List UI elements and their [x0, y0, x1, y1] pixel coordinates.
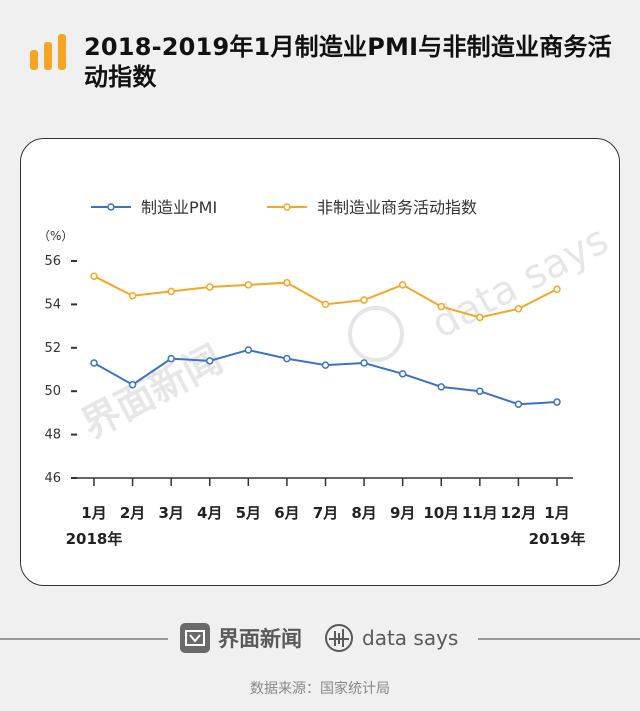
x-tick-label: 10月 — [423, 504, 459, 522]
data-point — [398, 370, 407, 378]
jiemian-logo-icon — [180, 623, 210, 653]
footer-divider-right — [478, 638, 640, 640]
x-tick-label: 1月 — [81, 504, 106, 522]
data-point — [90, 359, 98, 367]
data-point — [553, 398, 561, 406]
y-tick-label: 54 — [44, 297, 61, 312]
data-point — [206, 283, 214, 291]
data-point — [437, 302, 445, 311]
x-year-label: 2019年 — [529, 530, 586, 548]
line-chart: 界面新闻 data says 制造业PMI 非制造业商务活动指数 （%） 46 48 50 52… — [38, 198, 616, 548]
legend-marker-1 — [283, 203, 291, 211]
data-point — [514, 304, 523, 313]
data-point — [206, 357, 214, 365]
legend-marker-0 — [107, 203, 115, 211]
bar-chart-icon — [30, 34, 66, 70]
data-source: 数据来源：国家统计局 — [250, 681, 390, 697]
page-title: 2018-2019年1月制造业PMI与非制造业商务活动指数 — [84, 33, 612, 91]
data-point — [360, 359, 368, 367]
data-point — [283, 278, 291, 287]
x-tick-label: 12月 — [500, 504, 536, 522]
y-tick-label: 50 — [44, 384, 61, 399]
watermark-data-says-icon — [348, 306, 404, 362]
data-point — [167, 287, 175, 296]
data-point — [321, 300, 330, 309]
y-tick-label: 52 — [44, 341, 61, 356]
x-tick-label: 11月 — [462, 504, 498, 522]
footer-brand: 界面新闻 data says — [180, 620, 458, 656]
data-point — [360, 296, 368, 304]
legend-label-0: 制造业PMI — [141, 198, 217, 217]
brand-data-says: data says — [362, 626, 459, 650]
x-tick-label: 5月 — [236, 504, 261, 522]
data-point — [128, 291, 137, 300]
x-tick-label: 2月 — [120, 504, 145, 522]
data-point — [167, 354, 175, 363]
data-point — [514, 400, 523, 408]
data-says-logo-icon — [325, 624, 353, 652]
data-point — [128, 380, 137, 389]
data-point — [90, 272, 98, 280]
footer-divider-left — [0, 638, 168, 640]
header: 2018-2019年1月制造业PMI与非制造业商务活动指数 — [28, 28, 628, 98]
x-tick-label: 1月 — [544, 504, 569, 522]
x-tick-label: 9月 — [390, 504, 415, 522]
legend-label-1: 非制造业商务活动指数 — [317, 198, 477, 217]
y-tick-label: 56 — [44, 254, 61, 269]
data-point — [244, 281, 253, 289]
x-tick-label: 4月 — [197, 504, 222, 522]
data-point — [244, 346, 253, 354]
x-tick-label: 8月 — [351, 504, 376, 522]
y-axis-label: （%） — [38, 229, 73, 243]
data-point — [476, 313, 484, 322]
x-tick-label: 7月 — [313, 504, 338, 522]
y-tick-label: 46 — [44, 471, 61, 486]
x-year-label: 2018年 — [66, 530, 123, 548]
watermark-text-left: 界面新闻 — [75, 337, 230, 447]
y-tick-label: 48 — [44, 428, 61, 443]
data-point — [283, 354, 291, 363]
watermark: 界面新闻 data says — [75, 217, 616, 447]
data-point — [398, 281, 407, 289]
data-point — [437, 383, 445, 391]
data-point — [553, 285, 561, 293]
chart-card: 界面新闻 data says 制造业PMI 非制造业商务活动指数 （%） 46 48 50 52… — [20, 138, 620, 586]
data-point — [476, 387, 484, 395]
brand-jiemian: 界面新闻 — [218, 627, 302, 651]
data-point — [321, 361, 330, 369]
x-tick-label: 3月 — [158, 504, 183, 522]
x-tick-label: 6月 — [274, 504, 299, 522]
watermark-text-right: data says — [424, 217, 616, 348]
